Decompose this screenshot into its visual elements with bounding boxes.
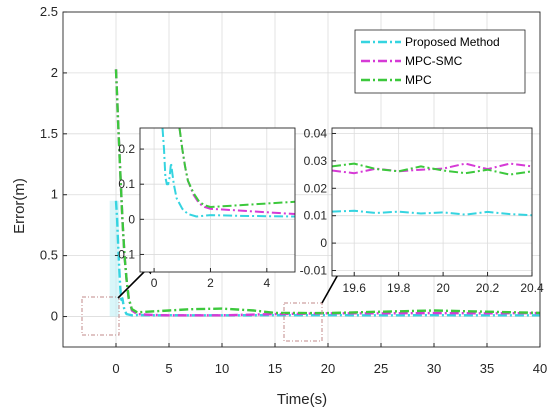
main-x-tick-label: 35	[480, 361, 494, 376]
axis-titles: Time(s) Error(m)	[11, 178, 327, 408]
inset-plot-late: 19.6 19.8 20 20.2 20.4 -0.01 0 0.01 0.02 0.03 0.04	[300, 126, 544, 295]
inset-late-y-tick-label: 0.02	[304, 181, 328, 195]
inset-early-y-tick-label: 0.2	[118, 142, 135, 156]
main-y-tick-label: 0.5	[40, 248, 58, 263]
inset-late-y-tick-label: 0.01	[304, 209, 328, 223]
main-series-group	[109, 69, 540, 317]
main-x-tick-label: 25	[374, 361, 388, 376]
inset-late-y-tick-label: -0.01	[300, 264, 328, 278]
inset-plot-early: 0 2 4 -0.1 0 0.1 0.2	[114, 127, 296, 290]
main-x-tick-label: 15	[268, 361, 282, 376]
inset-early-x-tick-label: 4	[263, 276, 270, 290]
x-axis-title: Time(s)	[277, 391, 327, 408]
main-x-tick-label: 10	[215, 361, 229, 376]
y-axis-title: Error(m)	[11, 178, 28, 234]
legend-label-0: Proposed Method	[405, 35, 500, 49]
legend-label-2: MPC	[405, 73, 432, 87]
zoom-marker-late	[283, 302, 323, 342]
main-y-tick-label: 1.5	[40, 126, 58, 141]
inset-early-series-group	[161, 128, 295, 218]
main-y-tick-label: 2	[51, 65, 58, 80]
inset-late-frame	[331, 127, 533, 277]
main-series-line-0	[114, 200, 540, 317]
main-series-line-2	[114, 69, 540, 315]
inset-late-x-tick-label: 20.4	[520, 281, 544, 295]
inset-late-x-tick-label: 19.6	[343, 281, 367, 295]
inset-early-x-tick-label: 0	[151, 276, 158, 290]
inset-late-x-tick-label: 20	[436, 281, 450, 295]
inset-early-frame	[139, 127, 296, 273]
inset-late-y-tick-label: 0	[320, 236, 327, 250]
inset-early-series-line-2	[178, 128, 295, 208]
inset-early-y-tick-label: 0.1	[118, 177, 135, 191]
main-x-tick-label: 30	[427, 361, 441, 376]
inset-late-y-tick-label: 0.03	[304, 154, 328, 168]
legend-label-1: MPC-SMC	[405, 54, 463, 68]
main-band	[109, 200, 120, 317]
inset-late-x-tick-label: 19.8	[387, 281, 411, 295]
main-x-tick-label: 40	[533, 361, 547, 376]
main-x-tick-label: 0	[112, 361, 119, 376]
inset-late-plot-area	[332, 128, 532, 276]
inset-late-y-tick-label: 0.04	[304, 126, 328, 140]
inset-early-plot-area	[140, 128, 295, 272]
main-x-tick-label: 5	[165, 361, 172, 376]
main-frame	[62, 11, 541, 348]
main-y-tick-label: 1	[51, 187, 58, 202]
legend: Proposed Method MPC-SMC MPC	[354, 29, 526, 94]
main-y-tick-label: 2.5	[40, 4, 58, 19]
main-y-tick-label: 0	[51, 309, 58, 324]
main-x-tick-label: 20	[321, 361, 335, 376]
inset-early-series-line-0	[161, 128, 295, 218]
inset-late-x-tick-label: 20.2	[476, 281, 500, 295]
inset-early-y-tick-label: -0.1	[114, 247, 135, 261]
inset-early-x-tick-label: 2	[207, 276, 214, 290]
inset-early-y-tick-label: 0	[128, 212, 135, 226]
zoom-marker-early	[81, 296, 120, 336]
